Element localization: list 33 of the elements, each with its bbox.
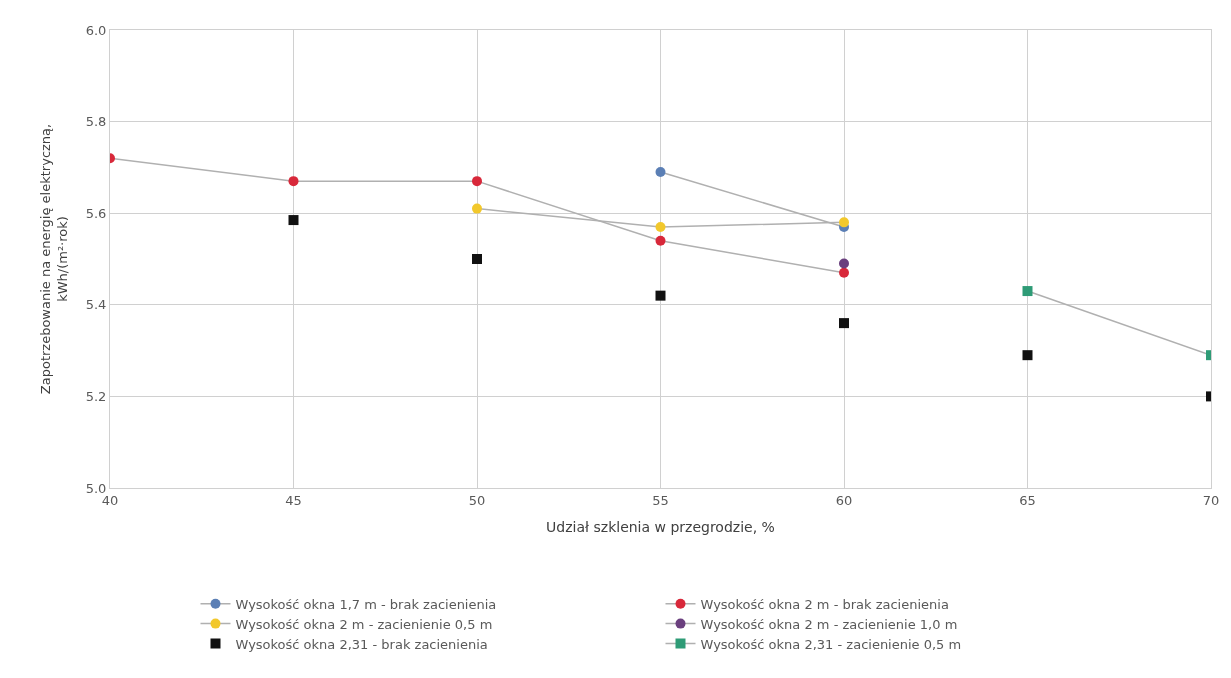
y-tick-label: 6.0 bbox=[85, 22, 107, 38]
x-tick-label: 70 bbox=[1202, 492, 1220, 508]
point bbox=[472, 176, 482, 187]
x-tick-label: 45 bbox=[285, 492, 302, 508]
y-tick-label: 5.8 bbox=[85, 114, 107, 130]
y-tick-label: 5.4 bbox=[85, 297, 107, 313]
legend-label: Wysokość okna 2 m - brak zacienienia bbox=[700, 596, 949, 612]
x-tick-label: 60 bbox=[835, 492, 853, 508]
x-tick-label: 65 bbox=[1019, 492, 1036, 508]
legend-label: Wysokość okna 2,31 - zacienienie 0,5 m bbox=[700, 636, 962, 652]
legend-label: Wysokość okna 2,31 - brak zacienienia bbox=[235, 636, 488, 652]
point bbox=[472, 254, 482, 264]
x-tick-label: 55 bbox=[652, 492, 669, 508]
legend-label: Wysokość okna 2 m - zacienienie 0,5 m bbox=[235, 616, 493, 632]
point bbox=[288, 215, 299, 226]
point bbox=[1022, 350, 1033, 361]
y-axis-title: Zapotrzebowanie na energię elektryczną, kWh/(m²·rok) bbox=[37, 123, 70, 395]
point bbox=[655, 221, 666, 232]
point bbox=[839, 217, 849, 228]
point bbox=[839, 258, 849, 269]
y-tick-label: 5.2 bbox=[85, 388, 107, 404]
legend-label: Wysokość okna 1,7 m - brak zacienienia bbox=[235, 596, 497, 612]
point bbox=[839, 267, 849, 278]
point bbox=[839, 318, 849, 329]
legend-label: Wysokość okna 2 m - zacienienie 1,0 m bbox=[700, 616, 958, 632]
point bbox=[288, 176, 299, 187]
point bbox=[655, 166, 666, 177]
point bbox=[655, 290, 666, 301]
x-tick-label: 50 bbox=[468, 492, 486, 508]
y-tick-label: 5.6 bbox=[85, 205, 107, 221]
x-axis-title: Udział szklenia w przegrodzie, % bbox=[546, 518, 775, 535]
point bbox=[472, 203, 482, 214]
point bbox=[655, 235, 666, 246]
